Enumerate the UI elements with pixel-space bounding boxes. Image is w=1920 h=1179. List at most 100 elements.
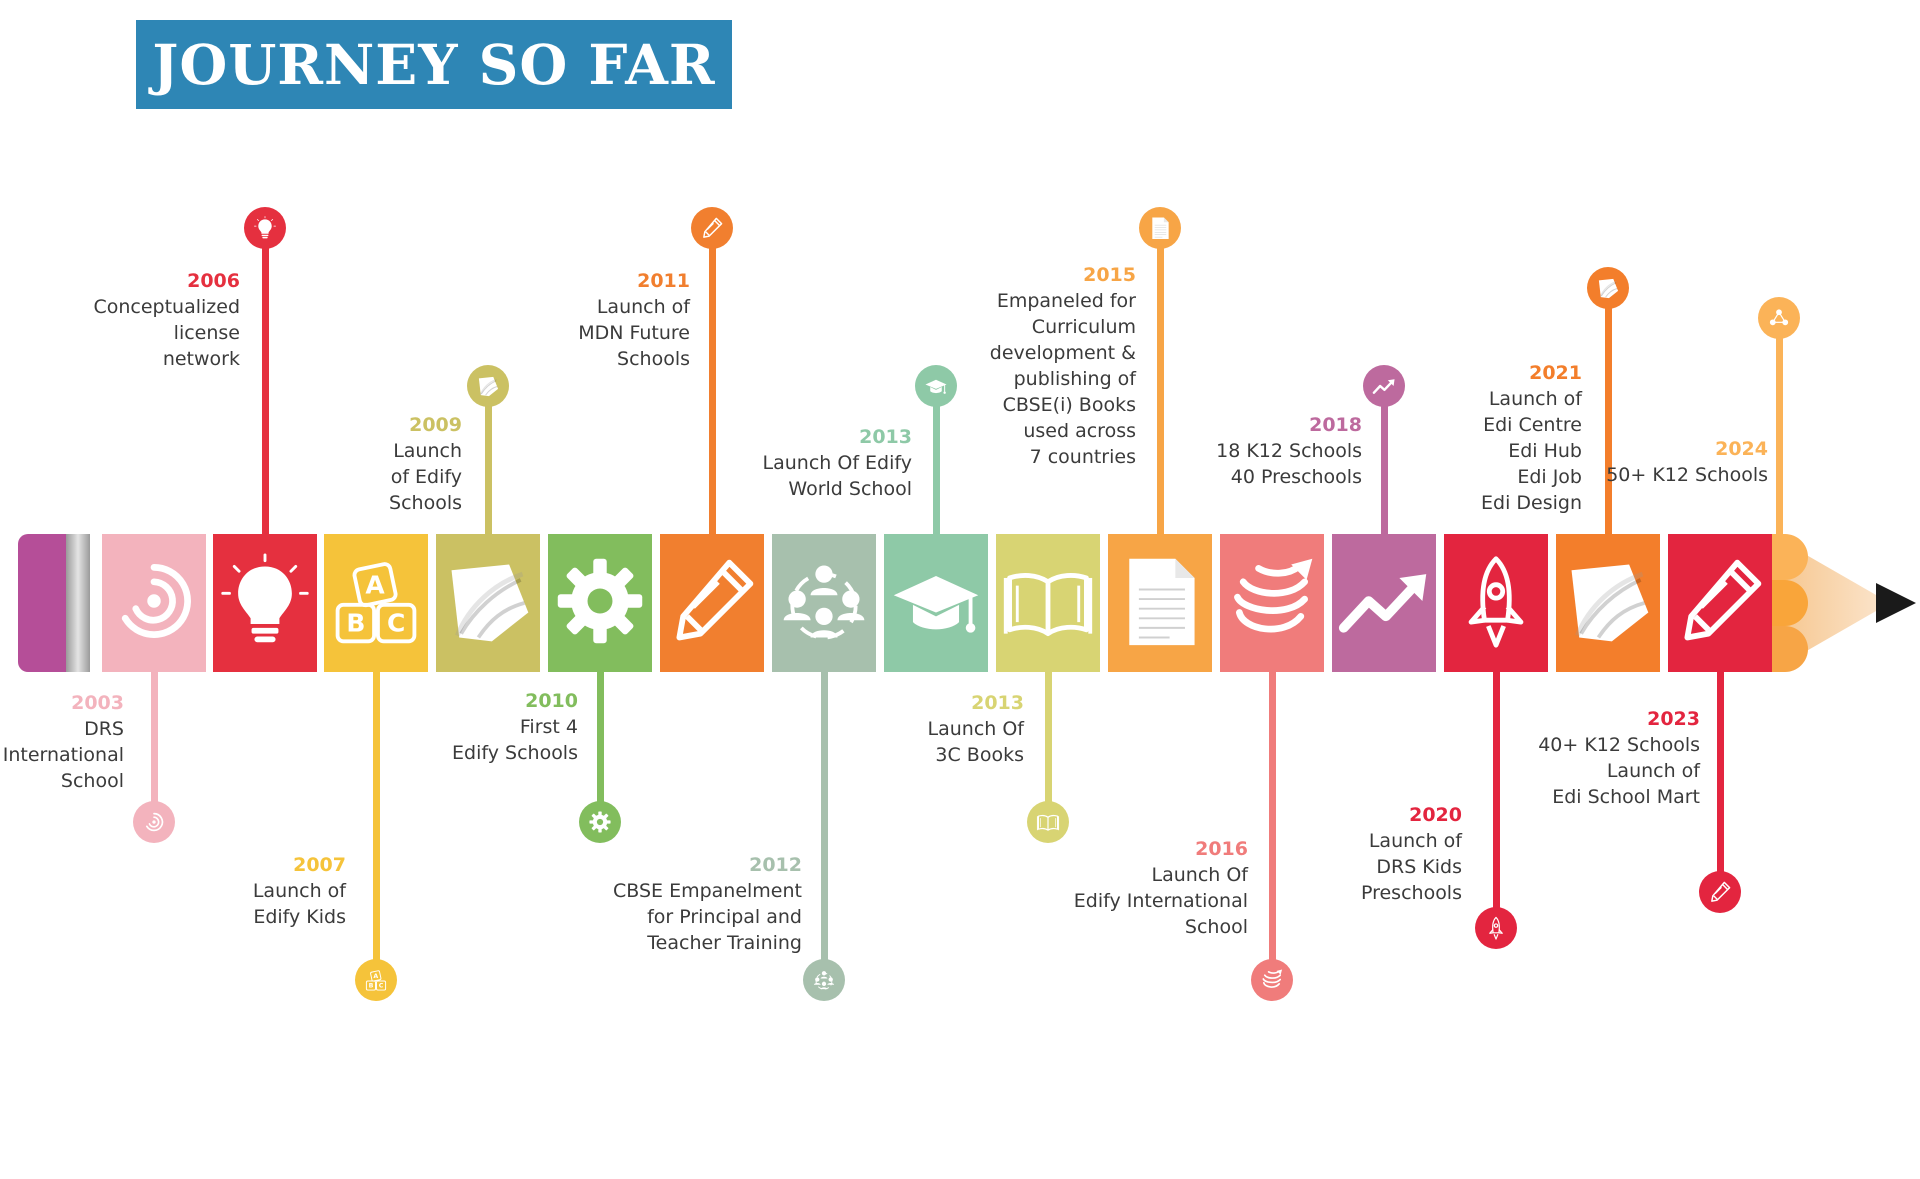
milestone-description-line: Edify Kids bbox=[253, 906, 346, 928]
lightbulb-icon bbox=[217, 553, 313, 653]
milestone-description-line: Edi Centre bbox=[1483, 414, 1582, 436]
milestone-label: 2012 CBSE Empanelment for Principal and Tea… bbox=[613, 852, 802, 956]
milestone-marker-pencil-icon bbox=[691, 207, 733, 249]
milestone-marker-gear-icon bbox=[579, 801, 621, 843]
pencil-icon bbox=[1672, 553, 1768, 653]
milestone-year: 2016 bbox=[1195, 838, 1248, 860]
milestone-marker-graduation-cap-icon bbox=[915, 365, 957, 407]
pencil-icon bbox=[664, 553, 760, 653]
milestone-label: 2024 50+ K12 Schools bbox=[1606, 436, 1768, 488]
milestone-description-line: Launch of bbox=[1368, 830, 1462, 852]
milestone-description-line: MDN Future bbox=[578, 322, 690, 344]
milestone-stem bbox=[1776, 318, 1783, 534]
milestone-description-line: Launch bbox=[393, 440, 462, 462]
milestone-description-line: of Edify bbox=[390, 466, 462, 488]
milestone-year: 2020 bbox=[1409, 804, 1462, 826]
milestone-description-line: World School bbox=[788, 478, 912, 500]
pencil-tip-scallops bbox=[1772, 534, 1808, 672]
pencil-segment-2013 bbox=[884, 534, 988, 672]
graduation-cap-icon bbox=[888, 553, 984, 653]
milestone-description-line: Edi Job bbox=[1517, 466, 1582, 488]
milestone-label: 2003 DRS International School bbox=[3, 690, 124, 794]
milestone-year: 2011 bbox=[637, 270, 690, 292]
milestone-description-line: Edify Schools bbox=[452, 742, 578, 764]
milestone-marker-group-icon bbox=[803, 959, 845, 1001]
milestone-stem bbox=[1493, 672, 1500, 928]
milestone-description-line: for Principal and bbox=[647, 906, 802, 928]
milestone-description-line: School bbox=[60, 770, 124, 792]
milestone-stem bbox=[933, 386, 940, 534]
milestone-description-line: 7 countries bbox=[1029, 446, 1136, 468]
edify-logo-icon bbox=[1560, 553, 1656, 653]
svg-text:C: C bbox=[379, 983, 384, 990]
milestone-description-line: Schools bbox=[617, 348, 690, 370]
milestone-year: 2015 bbox=[1083, 264, 1136, 286]
pencil-segment-2011 bbox=[660, 534, 764, 672]
milestone-description-line: Empaneled for bbox=[996, 290, 1136, 312]
milestone-label: 2021 Launch of Edi Centre Edi Hub Edi Job Edi… bbox=[1481, 360, 1582, 516]
milestone-stem bbox=[1381, 386, 1388, 534]
milestone-label: 2020 Launch of DRS Kids Preschools bbox=[1361, 802, 1462, 906]
milestone-marker-globe-swirl-icon bbox=[1251, 959, 1293, 1001]
milestone-label: 2013 Launch Of Edify World School bbox=[763, 424, 912, 502]
gear-icon bbox=[552, 553, 648, 653]
pencil-segment-2006 bbox=[213, 534, 317, 672]
pencil-segment-2018 bbox=[1332, 534, 1436, 672]
milestone-description-line: Edi School Mart bbox=[1552, 786, 1700, 808]
milestone-description-line: Launch Of bbox=[1151, 864, 1248, 886]
milestone-description-line: Preschools bbox=[1360, 882, 1462, 904]
milestone-description-line: used across bbox=[1023, 420, 1136, 442]
milestone-marker-pencil-icon bbox=[1699, 871, 1741, 913]
page-title: JOURNEY SO FAR bbox=[152, 32, 716, 97]
milestone-year: 2006 bbox=[187, 270, 240, 292]
milestone-description-line: 50+ K12 Schools bbox=[1606, 464, 1768, 486]
trend-up-icon bbox=[1336, 553, 1432, 653]
milestone-description-line: Launch Of bbox=[927, 718, 1024, 740]
svg-text:A: A bbox=[365, 570, 385, 599]
milestone-year: 2013 bbox=[859, 426, 912, 448]
milestone-stem bbox=[1605, 288, 1612, 534]
milestone-description-line: Edify International bbox=[1073, 890, 1248, 912]
pencil-segment-2015 bbox=[1108, 534, 1212, 672]
milestone-description-line: Launch of bbox=[1488, 388, 1582, 410]
milestone-marker-document-icon bbox=[1139, 207, 1181, 249]
milestone-stem bbox=[1045, 672, 1052, 822]
pencil-ferrule bbox=[66, 534, 90, 672]
milestone-year: 2003 bbox=[71, 692, 124, 714]
milestone-label: 2023 40+ K12 Schools Launch of Edi School M… bbox=[1538, 706, 1700, 810]
rocket-icon bbox=[1448, 553, 1544, 653]
milestone-year: 2013 bbox=[971, 692, 1024, 714]
milestone-year: 2007 bbox=[293, 854, 346, 876]
milestone-label: 2009 Launch of Edify Schools bbox=[389, 412, 462, 516]
milestone-description-line: Schools bbox=[389, 492, 462, 514]
milestone-label: 2018 18 K12 Schools 40 Preschools bbox=[1216, 412, 1362, 490]
milestone-description-line: CBSE(i) Books bbox=[1002, 394, 1136, 416]
milestone-description-line: Conceptualized bbox=[93, 296, 240, 318]
milestone-description-line: DRS bbox=[84, 718, 124, 740]
milestone-stem bbox=[597, 672, 604, 822]
milestone-marker-network-icon bbox=[1758, 297, 1800, 339]
milestone-description-line: Launch of bbox=[1606, 760, 1700, 782]
milestone-stem bbox=[373, 672, 380, 980]
milestone-description-line: 40+ K12 Schools bbox=[1538, 734, 1700, 756]
milestone-description-line: CBSE Empanelment bbox=[613, 880, 802, 902]
pencil-segment-2003 bbox=[102, 534, 206, 672]
open-book-icon bbox=[1000, 553, 1096, 653]
milestone-year: 2018 bbox=[1309, 414, 1362, 436]
svg-text:C: C bbox=[387, 609, 405, 638]
milestone-label: 2016 Launch Of Edify International School bbox=[1074, 836, 1248, 940]
svg-text:A: A bbox=[373, 973, 378, 980]
pencil-segment-2021 bbox=[1556, 534, 1660, 672]
milestone-description-line: DRS Kids bbox=[1376, 856, 1462, 878]
milestone-description-line: First 4 bbox=[519, 716, 578, 738]
milestone-stem bbox=[151, 672, 158, 822]
svg-text:B: B bbox=[346, 609, 365, 638]
milestone-description-line: International bbox=[2, 744, 124, 766]
milestone-label: 2007 Launch of Edify Kids bbox=[253, 852, 346, 930]
milestone-stem bbox=[1157, 228, 1164, 534]
milestone-description-line: Curriculum bbox=[1031, 316, 1136, 338]
